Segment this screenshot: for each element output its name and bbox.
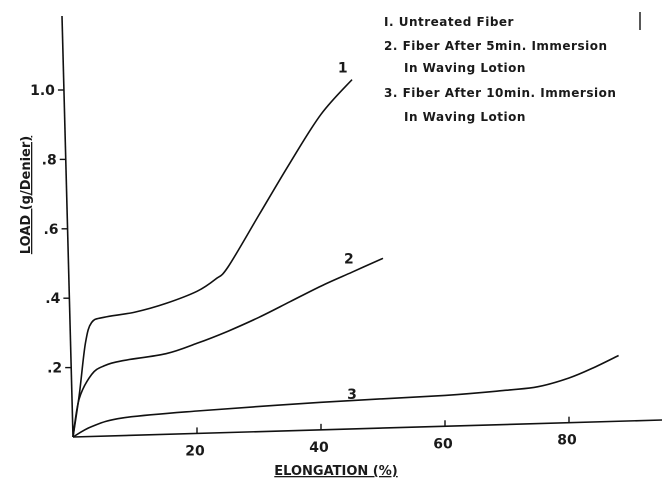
x-tick-label: 60 [433, 436, 453, 452]
series-label-2: 2 [344, 252, 354, 268]
y-axis-title: LOAD (g/Denier) [19, 136, 34, 254]
x-tick-label: 80 [557, 433, 577, 449]
series-label-1: 1 [338, 61, 348, 77]
axes [61, 15, 663, 438]
x-axis-line [72, 419, 663, 438]
series-line-3 [72, 354, 619, 438]
series-line-1 [72, 79, 353, 438]
y-tick-label: .6 [43, 222, 58, 238]
axis-titles: ELONGATION (%) LOAD (g/Denier) [19, 136, 398, 479]
legend-line: 3. Fiber After 10min. Immersion [384, 86, 616, 100]
y-tick-label: 1.0 [30, 83, 55, 99]
y-tick-label: .8 [42, 152, 57, 168]
x-tick-label: 20 [185, 443, 205, 459]
y-tick-label: .4 [45, 291, 60, 307]
legend-line: 2. Fiber After 5min. Immersion [384, 39, 608, 53]
ticks: .2 .4 .6 .8 1.0 20 40 60 80 [30, 83, 577, 459]
legend-line: In Waving Lotion [404, 110, 526, 124]
curve-labels: 1 2 3 [338, 61, 357, 403]
legend-line: In Waving Lotion [404, 61, 526, 75]
x-tick-label: 40 [309, 440, 329, 456]
series-line-2 [72, 257, 384, 438]
y-tick-label: .2 [47, 361, 62, 377]
series-label-3: 3 [347, 387, 357, 403]
y-axis-line [61, 15, 74, 438]
curves [72, 79, 619, 438]
x-axis-title: ELONGATION (%) [274, 464, 397, 479]
legend-line: I. Untreated Fiber [384, 15, 514, 29]
legend: I. Untreated Fiber 2. Fiber After 5min. I… [384, 12, 641, 124]
